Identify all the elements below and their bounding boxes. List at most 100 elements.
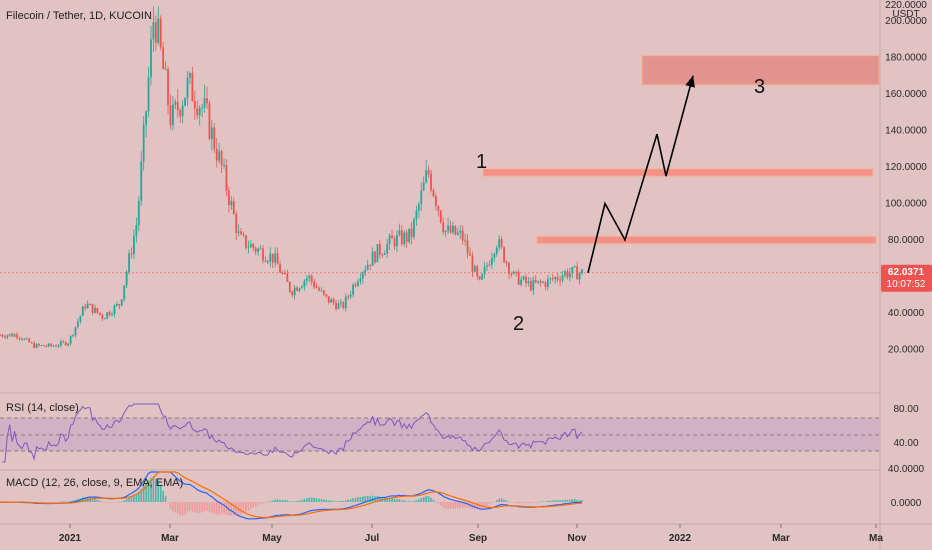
candle-body — [466, 240, 469, 254]
macd-histogram-bar — [561, 499, 564, 502]
candle-body — [55, 345, 57, 347]
macd-histogram-bar — [461, 502, 464, 508]
macd-histogram-bar — [91, 498, 94, 502]
macd-histogram-bar — [566, 499, 569, 502]
candle-body — [469, 253, 471, 256]
macd-histogram-bar — [169, 502, 172, 509]
candle-body — [189, 73, 191, 78]
macd-histogram-bar — [564, 499, 566, 502]
candle-body — [6, 335, 9, 338]
candle-body — [123, 285, 126, 300]
candle-body — [18, 337, 21, 339]
candle-body — [447, 225, 449, 231]
macd-histogram-bar — [320, 498, 323, 502]
candle-body — [427, 170, 430, 174]
macd-histogram-bar — [396, 499, 398, 502]
candle-body — [225, 165, 228, 191]
candle-body — [349, 294, 352, 297]
macd-histogram-bar — [81, 497, 84, 502]
candle-body — [471, 255, 474, 272]
macd-histogram-bar — [120, 501, 123, 503]
macd-histogram-bar — [111, 502, 113, 503]
time-axis[interactable]: 2021 Mar May Jul Sep Nov 2022 Mar Ma — [59, 524, 884, 544]
candle-body — [284, 273, 286, 275]
macd-histogram-bar — [554, 500, 557, 502]
macd-histogram-bar — [513, 502, 515, 503]
macd-histogram-bar — [284, 499, 286, 502]
target-zone — [482, 168, 874, 177]
price-tick-label: 100.0000 — [885, 199, 927, 210]
candle-body — [566, 271, 569, 278]
candle-body — [551, 278, 554, 280]
macd-histogram-bar — [60, 501, 62, 503]
candle-body — [340, 302, 342, 304]
macd-histogram-bar — [495, 500, 498, 502]
candle-body — [430, 173, 432, 191]
candle-body — [396, 234, 398, 247]
candle-body — [69, 336, 72, 344]
macd-histogram-bar — [296, 501, 298, 502]
candle-body — [342, 302, 345, 309]
candle-body — [130, 253, 133, 255]
macd-histogram-bar — [150, 477, 152, 502]
macd-histogram-bar — [430, 497, 432, 502]
candle-body — [38, 343, 40, 346]
macd-histogram-bar — [276, 499, 279, 502]
macd-histogram-bar — [432, 499, 435, 502]
candle-body — [169, 105, 172, 126]
macd-histogram-bar — [559, 500, 561, 502]
macd-histogram-bar — [325, 499, 328, 502]
macd-histogram-bar — [215, 502, 218, 515]
candle-body — [215, 149, 218, 161]
macd-histogram-bar — [245, 502, 247, 513]
candle-body — [498, 239, 501, 248]
candle-body — [571, 266, 574, 274]
candle-body — [45, 346, 48, 348]
candle-body — [376, 244, 379, 263]
macd-histogram-bar — [537, 501, 539, 503]
macd-histogram-bar — [174, 502, 177, 513]
candle-body — [106, 312, 109, 319]
macd-histogram-bar — [293, 501, 296, 502]
macd-tick-40: 40.0000 — [888, 464, 925, 475]
candle-body — [310, 275, 313, 282]
macd-histogram-bar — [101, 501, 104, 503]
macd-histogram-bar — [532, 502, 535, 503]
macd-histogram-bar — [69, 500, 72, 502]
chart-title: Filecoin / Tether, 1D, KUCOIN — [6, 10, 152, 22]
candle-body — [400, 230, 403, 245]
macd-histogram-bar — [318, 498, 320, 502]
macd-histogram-bar — [45, 502, 48, 503]
macd-histogram-bar — [123, 500, 125, 502]
macd-histogram-bar — [408, 501, 410, 502]
candle-body — [556, 277, 559, 280]
candle-body — [81, 306, 84, 316]
candle-body — [1, 334, 4, 337]
macd-histogram-bar — [498, 498, 501, 502]
candle-body — [89, 303, 92, 305]
candle-body — [461, 230, 464, 241]
candle-body — [218, 151, 221, 161]
candle-body — [262, 248, 264, 261]
candle-body — [388, 235, 391, 244]
candle-body — [254, 247, 257, 252]
macd-histogram-bar — [481, 502, 483, 509]
candle-body — [50, 343, 53, 346]
candle-body — [357, 281, 359, 286]
macd-histogram-bar — [96, 499, 99, 502]
macd-histogram-bar — [225, 502, 228, 515]
macd-histogram-bar — [362, 496, 364, 502]
candle-body — [230, 201, 233, 206]
macd-histogram-bar — [157, 480, 160, 502]
macd-histogram-bar — [279, 499, 281, 502]
candle-body — [108, 312, 111, 316]
macd-histogram-bar — [130, 496, 133, 502]
candle-body — [318, 287, 320, 291]
annotation-3: 3 — [754, 76, 765, 98]
macd-histogram-bar — [306, 498, 308, 502]
candle-body — [442, 222, 445, 233]
candle-body — [240, 231, 242, 235]
macd-histogram-bar — [181, 502, 184, 516]
